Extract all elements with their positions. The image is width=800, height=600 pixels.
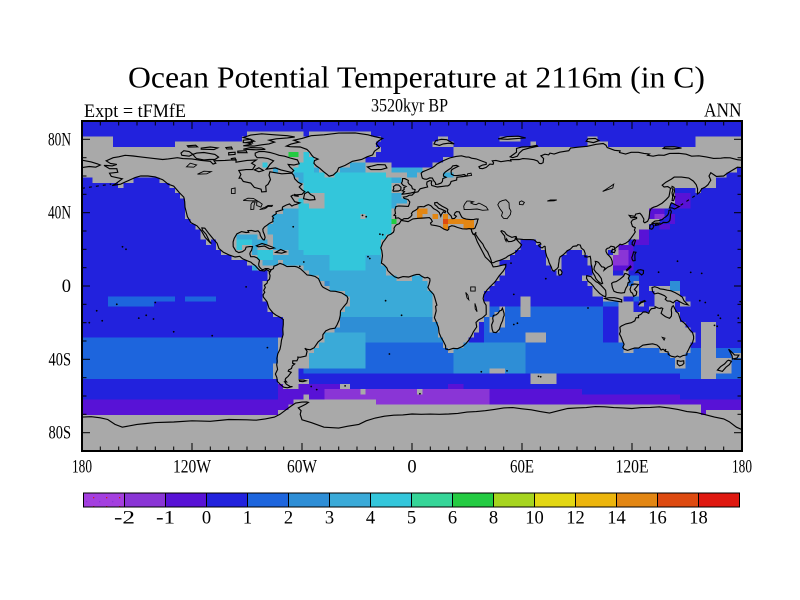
svg-text:14: 14 [607, 509, 626, 529]
svg-text:4: 4 [366, 509, 375, 529]
svg-text:8: 8 [489, 509, 498, 529]
svg-text:120W: 120W [173, 458, 211, 478]
svg-text:0: 0 [202, 509, 211, 529]
svg-text:80N: 80N [48, 130, 71, 150]
svg-text:180: 180 [732, 458, 752, 478]
svg-text:40S: 40S [49, 350, 72, 370]
svg-text:3520kyr BP: 3520kyr BP [371, 96, 448, 117]
svg-text:16: 16 [648, 509, 667, 529]
svg-text:6: 6 [448, 509, 457, 529]
svg-text:40N: 40N [48, 204, 71, 224]
svg-text:ANN: ANN [704, 100, 742, 122]
svg-text:0: 0 [62, 277, 71, 297]
svg-text:2: 2 [284, 509, 293, 529]
svg-text:Expt = tFMfE: Expt = tFMfE [84, 102, 186, 122]
svg-text:180: 180 [72, 458, 92, 478]
svg-text:60W: 60W [287, 458, 317, 478]
svg-text:60E: 60E [510, 458, 534, 478]
svg-text:120E: 120E [616, 458, 649, 478]
svg-text:Ocean Potential Temperature at: Ocean Potential Temperature at 2116m (in… [128, 60, 705, 95]
svg-text:0: 0 [407, 458, 416, 478]
svg-text:18: 18 [689, 509, 708, 529]
svg-text:-1: -1 [156, 509, 175, 529]
svg-text:12: 12 [566, 509, 585, 529]
svg-text:3: 3 [325, 509, 334, 529]
svg-text:5: 5 [407, 509, 416, 529]
svg-text:-2: -2 [114, 509, 135, 529]
svg-text:10: 10 [525, 509, 544, 529]
svg-text:1: 1 [243, 509, 252, 529]
svg-text:80S: 80S [49, 424, 72, 444]
